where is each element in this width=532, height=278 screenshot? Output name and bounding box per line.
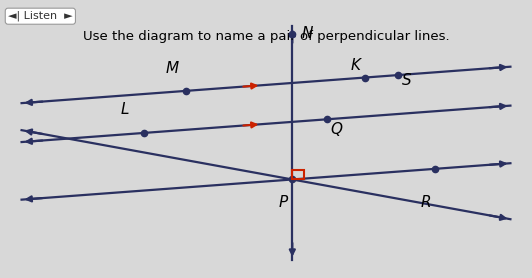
Text: L: L xyxy=(121,102,129,117)
Text: M: M xyxy=(165,61,179,76)
Text: N: N xyxy=(302,26,313,41)
Text: ◄| Listen  ►: ◄| Listen ► xyxy=(8,11,73,21)
Text: P: P xyxy=(278,195,288,210)
Text: S: S xyxy=(402,73,412,88)
Text: Q: Q xyxy=(330,122,343,137)
Text: K: K xyxy=(350,58,360,73)
Text: R: R xyxy=(420,195,431,210)
Text: Use the diagram to name a pair of perpendicular lines.: Use the diagram to name a pair of perpen… xyxy=(82,30,450,43)
